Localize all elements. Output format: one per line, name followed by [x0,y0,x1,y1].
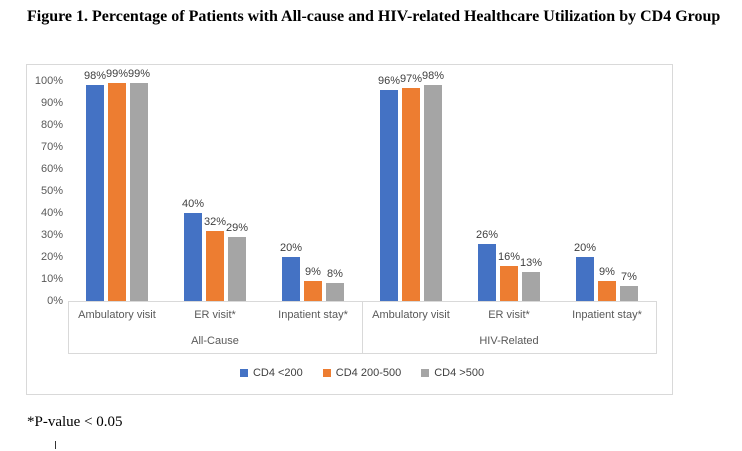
bar [206,230,224,301]
axis-divider-line [656,301,657,354]
bar [500,265,518,301]
bar-data-label: 40% [181,198,205,210]
bar [86,85,104,301]
axis-divider-line [68,301,69,354]
bar-data-label: 13% [519,257,543,270]
bar-data-label: 9% [599,266,615,279]
group-label: All-Cause [191,335,239,347]
bar [108,83,126,301]
bar-data-label: 96% [377,74,401,87]
chart-figure[interactable]: 0% 10% 20% 30% 40% 50% 60% 70% 80% 90% 100% 98% 99% 9… [26,64,673,395]
legend-swatch-icon [421,369,430,377]
y-axis-tick-label: 70% [40,141,63,153]
legend-item: CD4 <200 [239,367,303,379]
bar [326,283,344,301]
bar [282,257,300,301]
bar [402,87,420,301]
y-axis-tick-label: 10% [40,273,63,285]
legend-swatch-icon [239,369,248,377]
bar-data-label: 7% [621,270,637,283]
bar-data-label: 8% [327,268,343,281]
bar [130,83,148,301]
y-axis-tick-label: 40% [40,207,63,219]
bar [184,213,202,301]
category-label: Inpatient stay* [278,309,348,321]
bar-data-label: 9% [305,266,321,279]
bar [478,243,496,301]
chart-legend: CD4 <200 CD4 200-500 CD4 >500 [68,366,656,380]
bar [304,281,322,301]
bar [598,281,616,301]
text-cursor [55,441,56,449]
category-label: ER visit* [488,309,530,321]
y-axis-tick-label: 20% [40,251,63,263]
y-axis-tick-label: 100% [34,75,63,87]
legend-label: CD4 >500 [434,367,485,379]
legend-label: CD4 200-500 [335,367,402,379]
category-label: ER visit* [194,309,236,321]
axis-divider-line [362,301,363,354]
y-axis-tick-label: 90% [40,97,63,109]
bar [620,285,638,301]
bar-data-label: 98% [83,70,107,83]
bar-data-label: 26% [475,228,499,241]
y-axis-tick-label: 30% [40,229,63,241]
bar [424,85,442,301]
bar-data-label: 32% [203,215,227,228]
figure-title: Figure 1. Percentage of Patients with Al… [27,8,721,25]
footnote: *P-value < 0.05 [27,414,123,430]
legend-item: CD4 >500 [421,367,484,379]
bar-data-label: 20% [279,242,303,254]
bar-data-label: 16% [497,250,521,263]
bar [380,89,398,301]
axis-bottom-line [68,353,656,354]
y-axis-tick-label: 0% [47,295,63,307]
y-axis-tick-label: 60% [40,163,63,175]
category-label: Ambulatory visit [78,309,156,321]
category-label: Inpatient stay* [572,309,642,321]
bar [576,257,594,301]
group-label: HIV-Related [479,335,539,347]
bar-data-label: 98% [421,70,445,83]
y-axis-tick-label: 80% [40,119,63,131]
bar-data-label: 20% [573,242,597,254]
bar [228,237,246,301]
y-axis-tick-label: 50% [40,185,63,197]
bar-data-label: 99% [127,68,151,81]
bar-data-label: 99% [105,68,129,81]
category-label: Ambulatory visit [372,309,450,321]
bar-data-label: 97% [399,72,423,85]
legend-swatch-icon [322,369,331,377]
bar-data-label: 29% [225,222,249,235]
bar [522,272,540,301]
legend-label: CD4 <200 [252,367,303,379]
legend-item: CD4 200-500 [322,367,402,379]
